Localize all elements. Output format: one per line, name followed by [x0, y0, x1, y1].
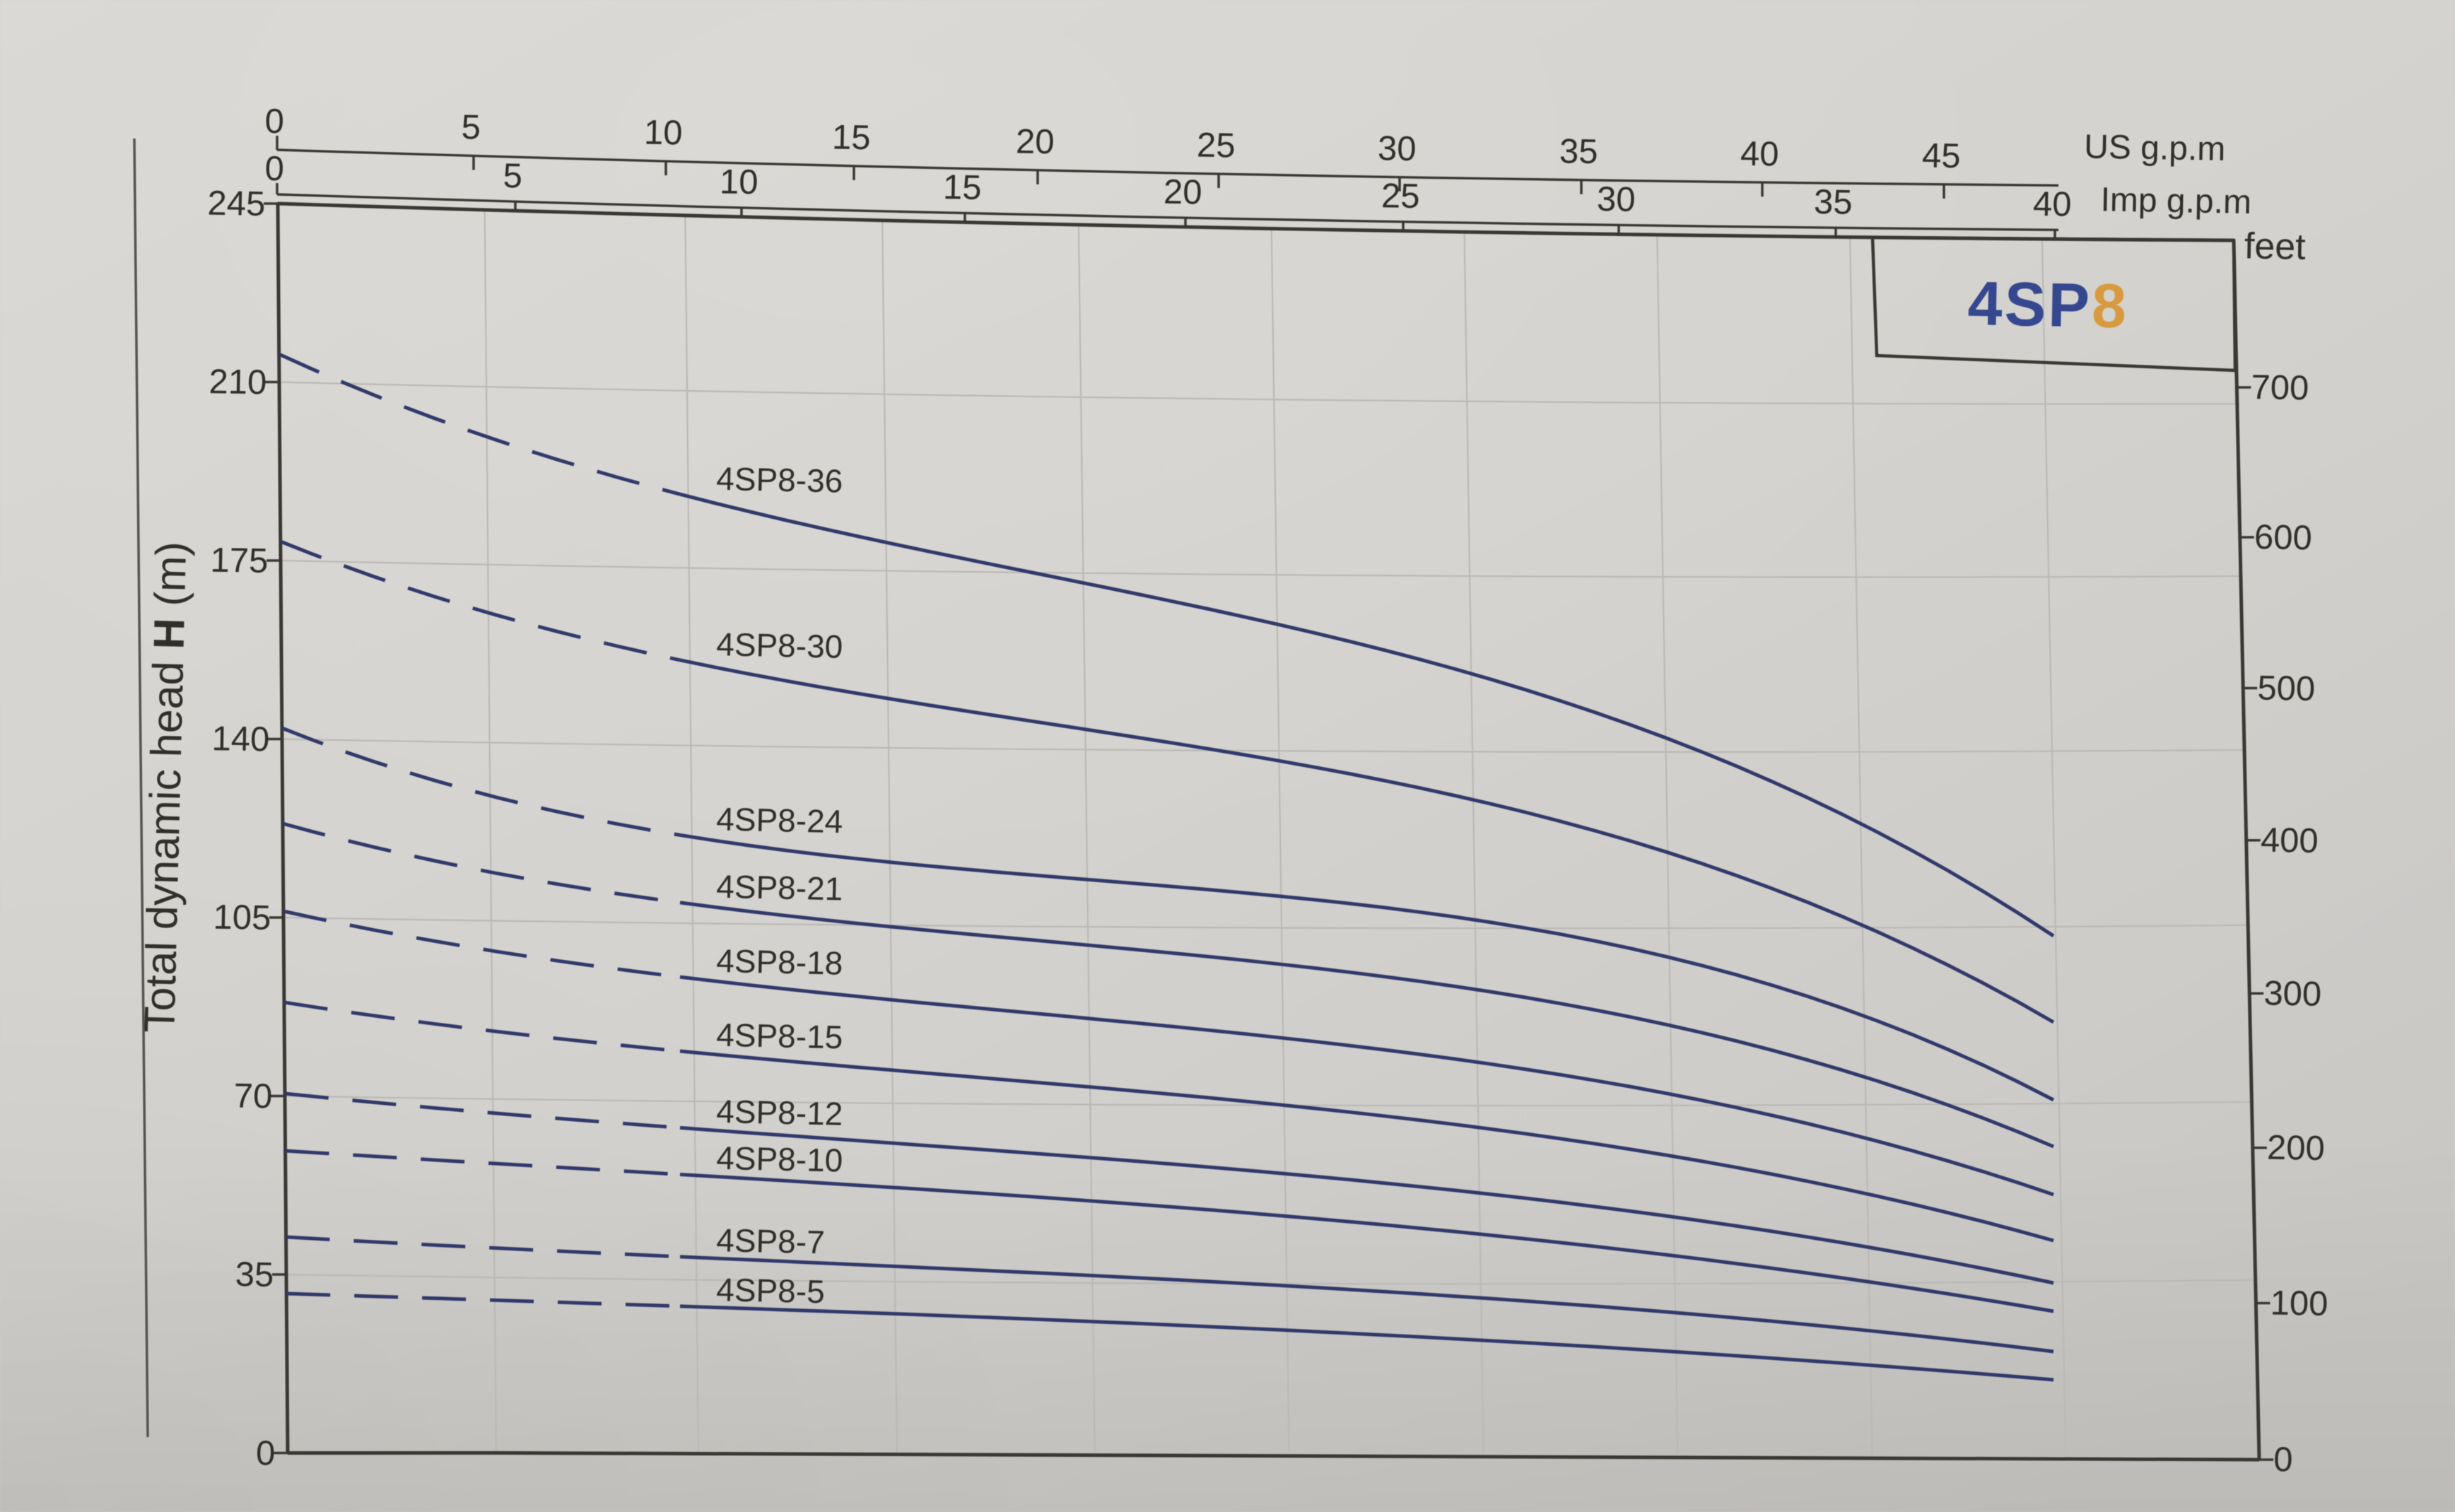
svg-text:10: 10: [644, 114, 683, 153]
svg-text:30: 30: [1597, 180, 1636, 219]
svg-text:40: 40: [2033, 185, 2072, 224]
svg-text:140: 140: [211, 720, 270, 758]
svg-text:4SP8: 4SP8: [1967, 268, 2129, 341]
svg-text:Total dynamic head H (m): Total dynamic head H (m): [135, 541, 195, 1033]
svg-text:35: 35: [1814, 183, 1853, 222]
svg-text:20: 20: [1016, 122, 1055, 161]
svg-text:US g.p.m: US g.p.m: [2084, 128, 2226, 168]
svg-text:4SP8-36: 4SP8-36: [716, 460, 843, 500]
svg-text:4SP8-10: 4SP8-10: [716, 1139, 843, 1179]
svg-text:4SP8-18: 4SP8-18: [716, 942, 843, 982]
svg-text:5: 5: [461, 108, 481, 146]
svg-text:35: 35: [235, 1255, 274, 1294]
svg-text:4SP8-12: 4SP8-12: [716, 1093, 843, 1132]
svg-text:45: 45: [1922, 136, 1961, 175]
svg-text:100: 100: [2270, 1284, 2328, 1323]
svg-text:4SP8-21: 4SP8-21: [716, 868, 843, 908]
svg-text:600: 600: [2254, 518, 2313, 557]
svg-text:4SP8-15: 4SP8-15: [716, 1016, 843, 1056]
svg-text:700: 700: [2251, 368, 2309, 407]
svg-text:70: 70: [233, 1077, 272, 1116]
svg-text:200: 200: [2267, 1129, 2326, 1168]
svg-text:0: 0: [2273, 1441, 2293, 1479]
svg-text:4SP8-30: 4SP8-30: [716, 626, 843, 665]
svg-text:30: 30: [1378, 129, 1417, 168]
svg-text:feet: feet: [2244, 225, 2306, 268]
svg-text:35: 35: [1559, 132, 1598, 171]
svg-text:500: 500: [2257, 669, 2316, 708]
svg-text:300: 300: [2263, 974, 2322, 1013]
svg-text:4SP8-24: 4SP8-24: [716, 800, 843, 840]
svg-text:15: 15: [832, 118, 871, 157]
svg-text:40: 40: [1740, 135, 1779, 174]
svg-text:Imp g.p.m: Imp g.p.m: [2100, 181, 2251, 221]
svg-text:0: 0: [264, 150, 284, 188]
svg-text:105: 105: [213, 898, 271, 937]
svg-text:10: 10: [720, 163, 758, 201]
svg-text:4SP8-5: 4SP8-5: [716, 1271, 825, 1310]
svg-text:4SP8-7: 4SP8-7: [716, 1221, 825, 1260]
svg-text:0: 0: [264, 102, 284, 141]
svg-text:175: 175: [210, 541, 269, 580]
svg-text:400: 400: [2261, 821, 2319, 860]
svg-text:210: 210: [209, 363, 267, 402]
svg-text:0: 0: [256, 1434, 276, 1472]
svg-text:245: 245: [207, 184, 266, 223]
svg-text:5: 5: [503, 157, 522, 195]
svg-text:25: 25: [1381, 177, 1420, 216]
svg-text:25: 25: [1197, 127, 1236, 165]
svg-text:15: 15: [943, 168, 982, 207]
svg-text:20: 20: [1164, 173, 1202, 212]
